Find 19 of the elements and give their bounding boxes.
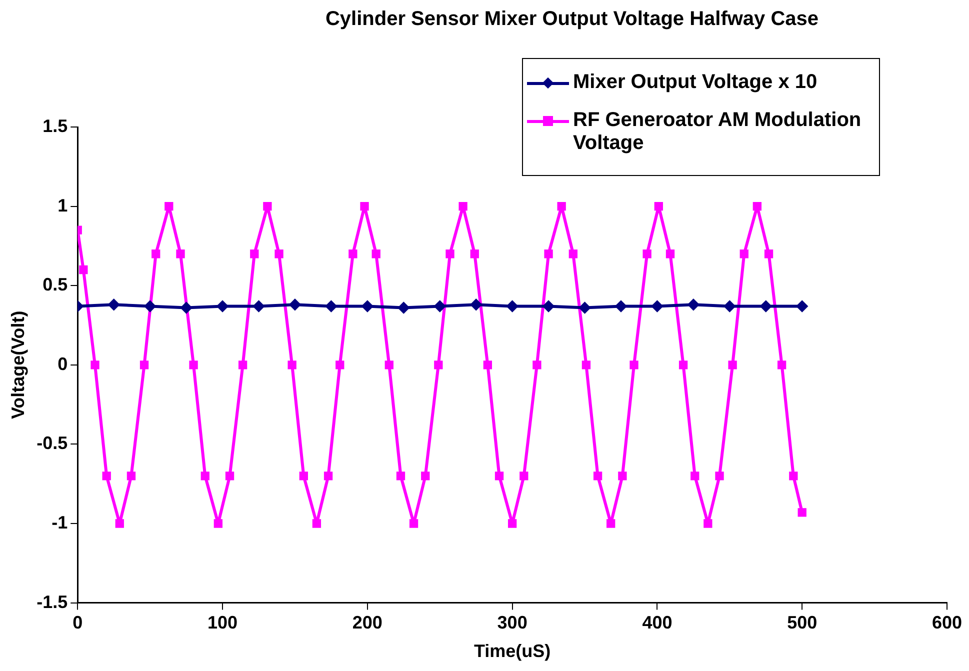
y-tick-label: -0.5 [36, 433, 68, 454]
x-tick-label: 300 [497, 612, 528, 633]
y-tick-label: 0.5 [42, 274, 68, 295]
x-tick-label: 600 [932, 612, 962, 633]
x-tick-label: 400 [642, 612, 672, 633]
x-tick-label: 100 [207, 612, 238, 633]
x-tick-label: 0 [72, 612, 83, 633]
y-tick-label: 1.5 [42, 116, 68, 136]
y-tick-label: -1.5 [36, 592, 68, 612]
legend-label: RF Generoator AM Modulation Voltage [573, 109, 862, 155]
y-tick-label: 0 [58, 354, 68, 374]
chart-title: Cylinder Sensor Mixer Output Voltage Halfway Case [324, 8, 820, 31]
y-axis-title: Voltage(Volt) [8, 310, 28, 420]
x-tick-label: 200 [352, 612, 382, 633]
x-tick-label: 500 [787, 612, 818, 633]
y-tick-label: 1 [58, 195, 68, 216]
legend-label: Mixer Output Voltage x 10 [573, 71, 818, 94]
y-tick-label: -1 [52, 512, 68, 532]
x-axis-title: Time(uS) [474, 641, 551, 662]
